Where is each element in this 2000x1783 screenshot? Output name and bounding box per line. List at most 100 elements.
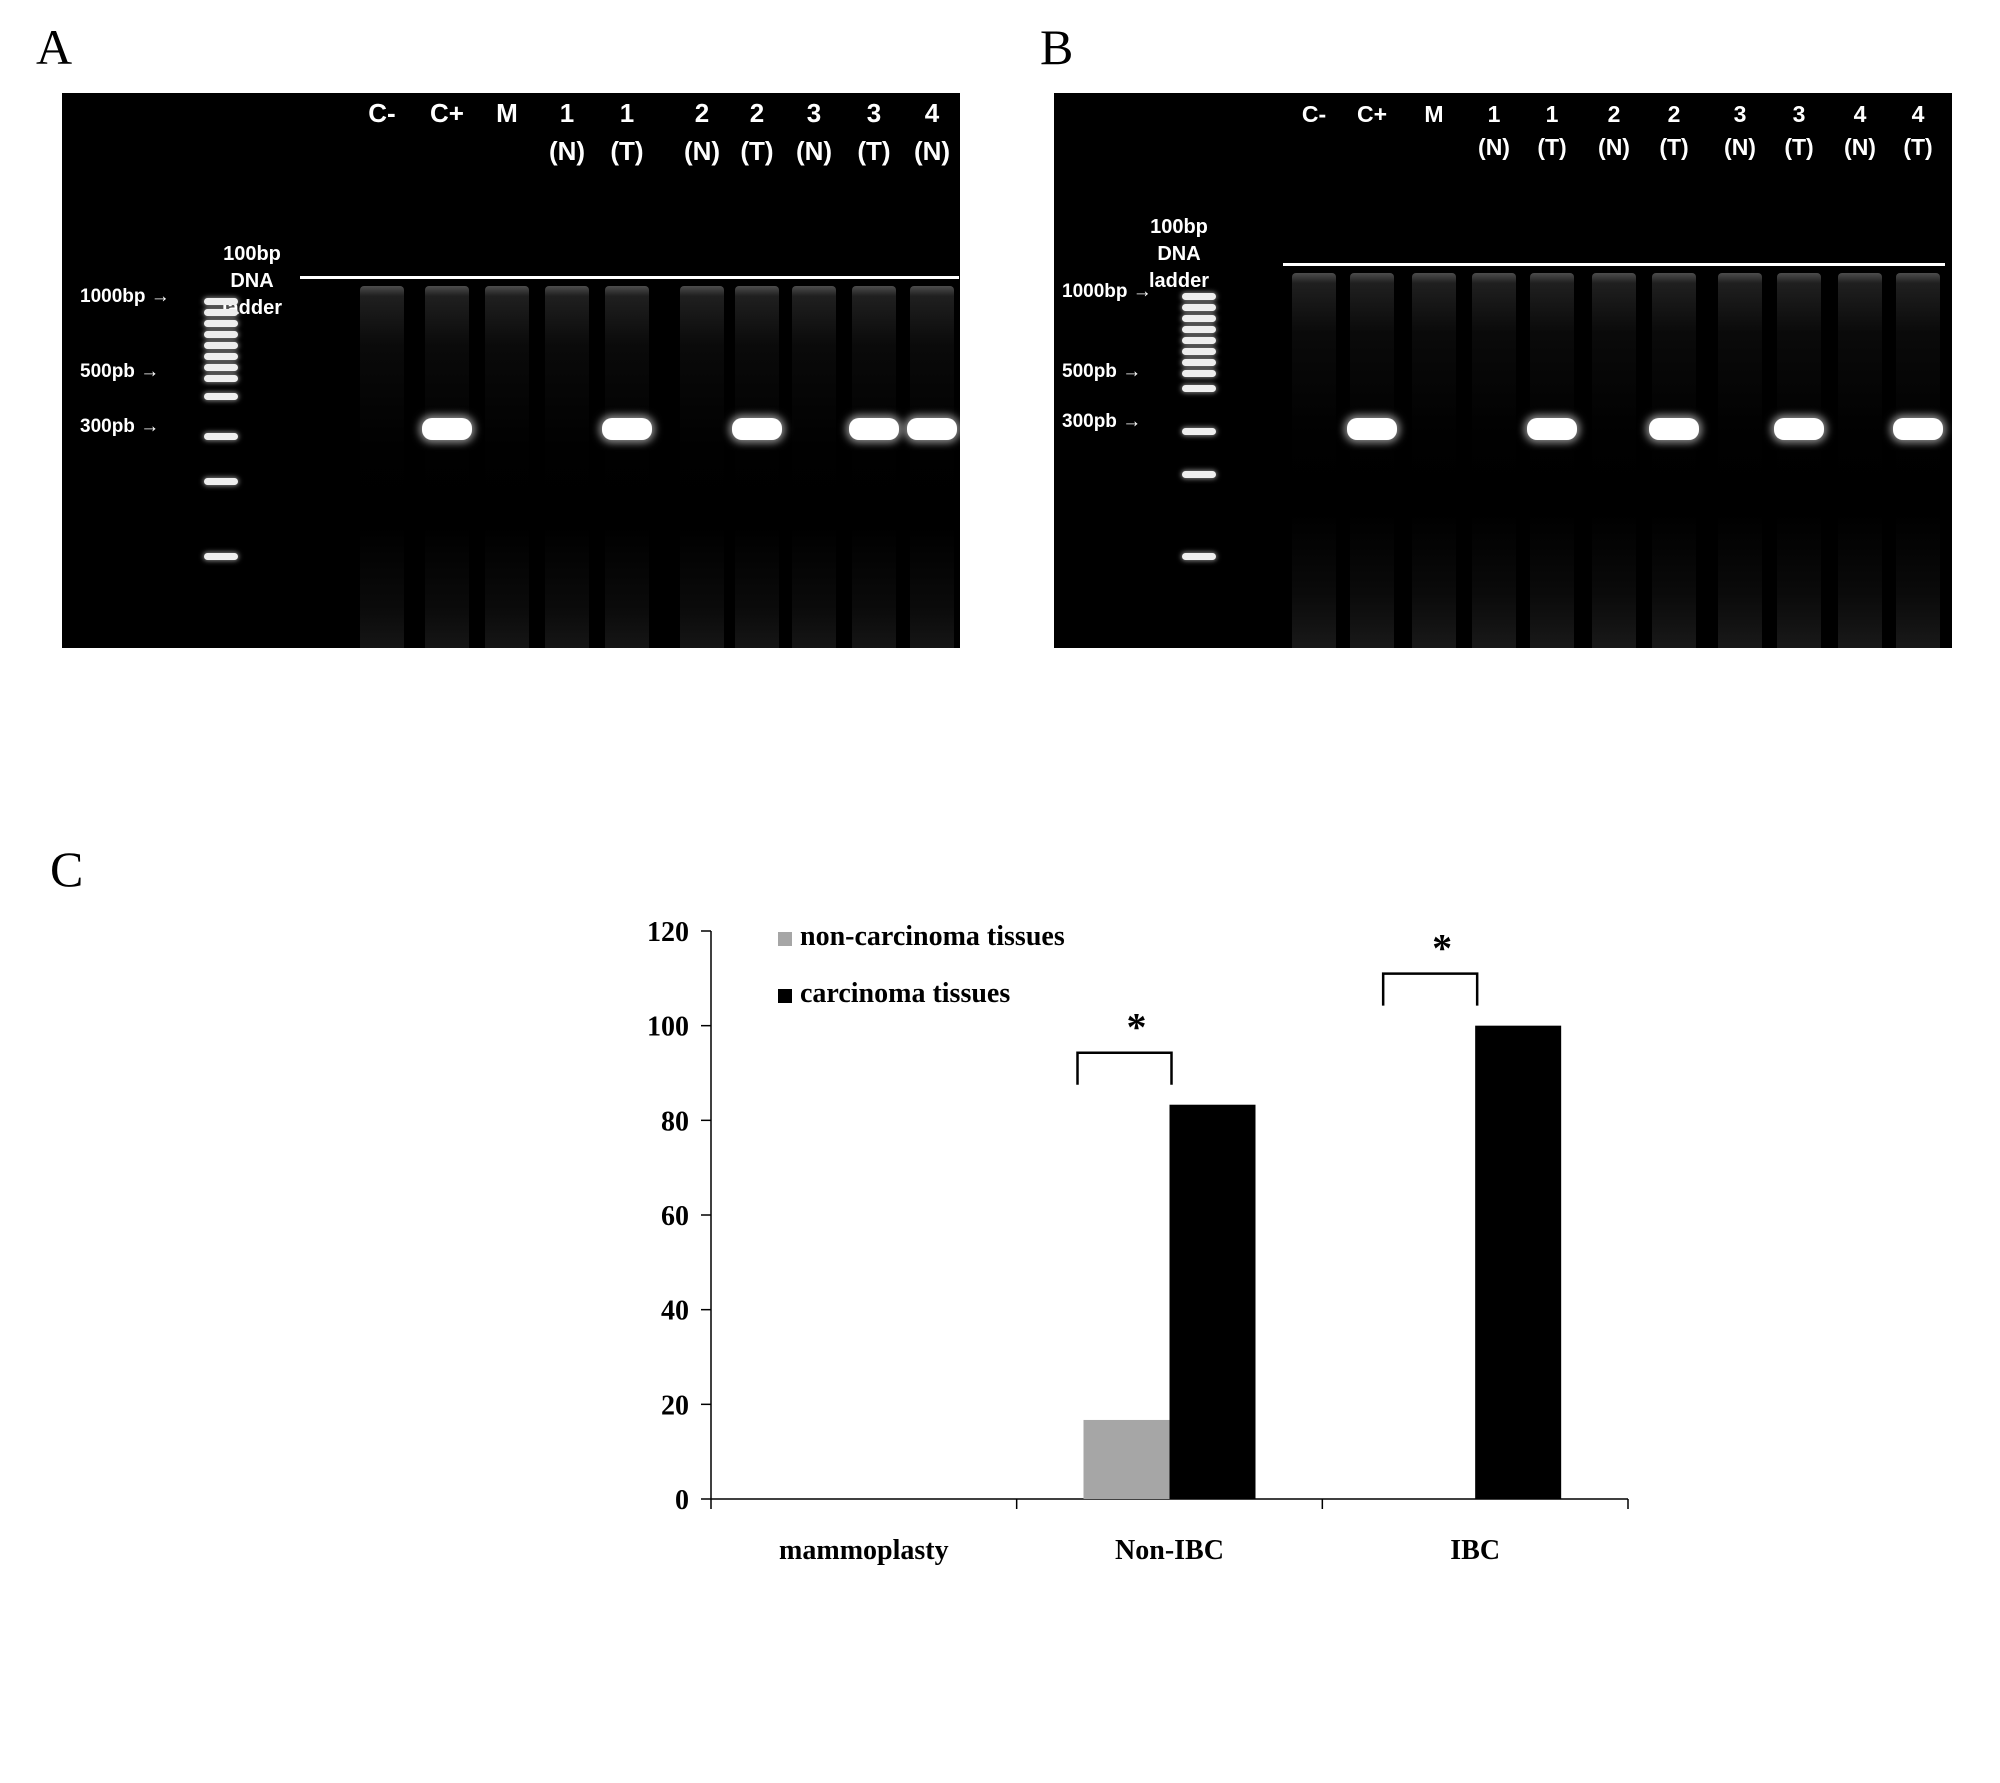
gel-lane: [792, 286, 836, 648]
ladder-label-line: ladder: [1148, 270, 1210, 292]
ladder-band: [204, 320, 238, 327]
ladder-band: [204, 478, 238, 485]
ladder-band: [204, 353, 238, 360]
lane-label: M: [496, 98, 518, 128]
y-tick-label: 40: [661, 1296, 689, 1327]
lane-sublabel: (N): [548, 136, 586, 166]
panel-label-c: C: [50, 841, 84, 897]
gel-lane: [1592, 273, 1636, 648]
pcr-band: [1893, 418, 1943, 440]
lane-sublabel: (N): [683, 136, 721, 166]
pcr-band: [602, 418, 652, 440]
gel-lane: [1412, 273, 1456, 648]
lane-sublabel: (T): [1659, 134, 1689, 160]
lane-label: C+: [1356, 101, 1388, 127]
lane-label: 4: [1911, 101, 1925, 127]
x-tick-label: Non-IBC: [1115, 1535, 1224, 1566]
size-marker: 300pb →: [1062, 411, 1142, 432]
y-tick-label: 60: [661, 1201, 689, 1232]
y-tick-label: 20: [661, 1390, 689, 1421]
lane-sublabel: (N): [913, 136, 951, 166]
lane-label: 3: [806, 98, 822, 128]
y-tick-label: 80: [661, 1106, 689, 1137]
lane-sublabel: (T): [1903, 134, 1933, 160]
ladder-band: [1182, 370, 1216, 377]
ladder-band: [204, 364, 238, 371]
ladder-band: [1182, 359, 1216, 366]
lane-sublabel: (N): [1598, 134, 1630, 160]
lane-sublabel: (T): [740, 136, 774, 166]
bar: [1475, 1025, 1562, 1499]
ladder-band: [1182, 326, 1216, 333]
lane-header-line: [1283, 263, 1945, 266]
ladder-band: [1182, 348, 1216, 355]
gel-lane: [910, 286, 954, 648]
lane-sublabel: (N): [1724, 134, 1756, 160]
gel-lane: [680, 286, 724, 648]
gel-lane: [1292, 273, 1336, 648]
gel-lane: [1472, 273, 1516, 648]
gel-image-a: 100bp DNA ladder C- C+ M 1 (N) 1 (T) 2 (N) 2 (T) 3 (N) 3…: [62, 93, 960, 648]
pcr-band: [1347, 418, 1397, 440]
significance-marker: *: [1127, 1005, 1147, 1050]
pcr-band: [732, 418, 782, 440]
lane-label: 4: [924, 98, 940, 128]
ladder-band: [1182, 553, 1216, 560]
size-marker: 1000bp →: [1062, 281, 1152, 302]
gel-lane: [425, 286, 469, 648]
lane-label: 2: [1607, 101, 1621, 127]
size-marker: 300pb →: [80, 416, 160, 437]
ladder-band: [1182, 293, 1216, 300]
ladder-band: [204, 342, 238, 349]
pcr-band: [1774, 418, 1824, 440]
lane-sublabel: (T): [1537, 134, 1567, 160]
legend-label: non-carcinoma tissues: [800, 921, 1065, 952]
ladder-label-line: DNA: [1157, 243, 1201, 265]
lane-label: 1: [1545, 101, 1559, 127]
ladder-band: [204, 553, 238, 560]
gel-image-b: 100bp DNA ladder C- C+ M 1 (N) 1 (T) 2 (N) 2 (T) 3 (N) 3…: [1054, 93, 1952, 648]
lane-label: 1: [619, 98, 635, 128]
lane-sublabel: (T): [610, 136, 644, 166]
size-marker: 1000bp →: [80, 286, 170, 307]
lane-sublabel: (T): [1784, 134, 1814, 160]
y-tick-label: 120: [647, 917, 689, 948]
lane-label: 3: [1733, 101, 1747, 127]
legend-swatch: [778, 989, 792, 1003]
gel-lane: [735, 286, 779, 648]
panel-label-b: B: [1040, 19, 1074, 75]
gel-lane: [360, 286, 404, 648]
gel-lane: [1896, 273, 1940, 648]
x-tick-label: IBC: [1450, 1535, 1500, 1566]
lane-sublabel: (N): [1844, 134, 1876, 160]
ladder-band: [204, 393, 238, 400]
ladder-band: [1182, 337, 1216, 344]
pcr-band: [1649, 418, 1699, 440]
ladder-band: [1182, 304, 1216, 311]
ladder-band: [1182, 385, 1216, 392]
ladder-band: [1182, 428, 1216, 435]
lane-label: C-: [368, 98, 396, 128]
x-tick-label: mammoplasty: [779, 1535, 949, 1566]
significance-bracket: [1381, 972, 1479, 1006]
gel-lane: [1718, 273, 1762, 648]
ladder-label-line: 100bp: [223, 243, 281, 265]
gel-lane: [1350, 273, 1394, 648]
lane-sublabel: (N): [795, 136, 833, 166]
ladder-band: [204, 331, 238, 338]
ladder-band: [204, 433, 238, 440]
lane-label: 1: [1487, 101, 1501, 127]
gel-lane: [1530, 273, 1574, 648]
size-marker: 500pb →: [1062, 361, 1142, 382]
gel-lane: [485, 286, 529, 648]
ladder-label-line: DNA: [230, 270, 274, 292]
lane-label: 1: [559, 98, 575, 128]
ladder-band: [204, 309, 238, 316]
size-marker: 500pb →: [80, 361, 160, 382]
ladder-band: [1182, 471, 1216, 478]
significance-bracket: [1076, 1051, 1173, 1085]
pcr-band: [422, 418, 472, 440]
lane-sublabel: (N): [1478, 134, 1510, 160]
gel-lane: [1777, 273, 1821, 648]
